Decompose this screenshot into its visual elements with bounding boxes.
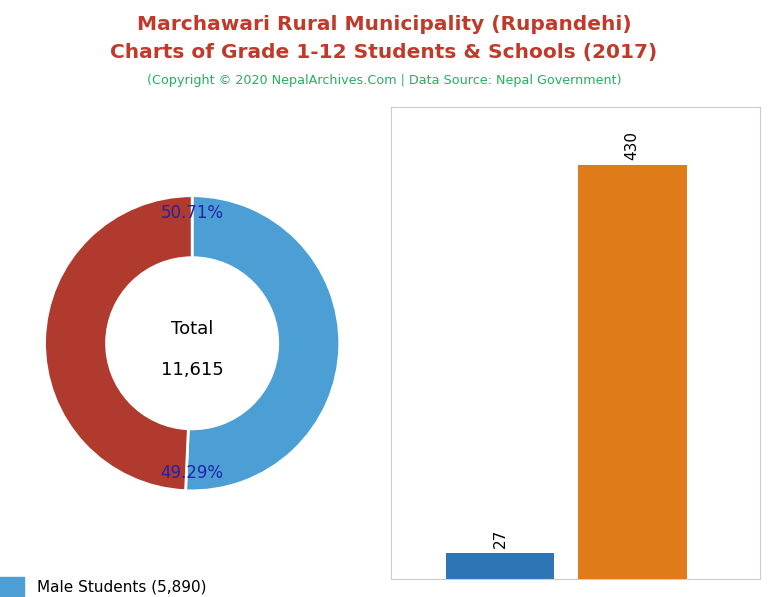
Text: Total: Total [171,319,214,337]
Text: 50.71%: 50.71% [161,204,223,223]
Legend: Male Students (5,890), Female Students (5,725): Male Students (5,890), Female Students (… [0,577,225,597]
Text: 27: 27 [492,529,508,548]
Text: Charts of Grade 1-12 Students & Schools (2017): Charts of Grade 1-12 Students & Schools … [111,43,657,62]
Bar [445,553,554,579]
Text: 430: 430 [624,131,640,161]
Text: 11,615: 11,615 [161,361,223,379]
Bar [578,165,687,579]
Text: 49.29%: 49.29% [161,464,223,482]
Text: (Copyright © 2020 NepalArchives.Com | Data Source: Nepal Government): (Copyright © 2020 NepalArchives.Com | Da… [147,74,621,87]
Text: Marchawari Rural Municipality (Rupandehi): Marchawari Rural Municipality (Rupandehi… [137,15,631,34]
Wedge shape [45,196,192,491]
Wedge shape [186,196,339,491]
